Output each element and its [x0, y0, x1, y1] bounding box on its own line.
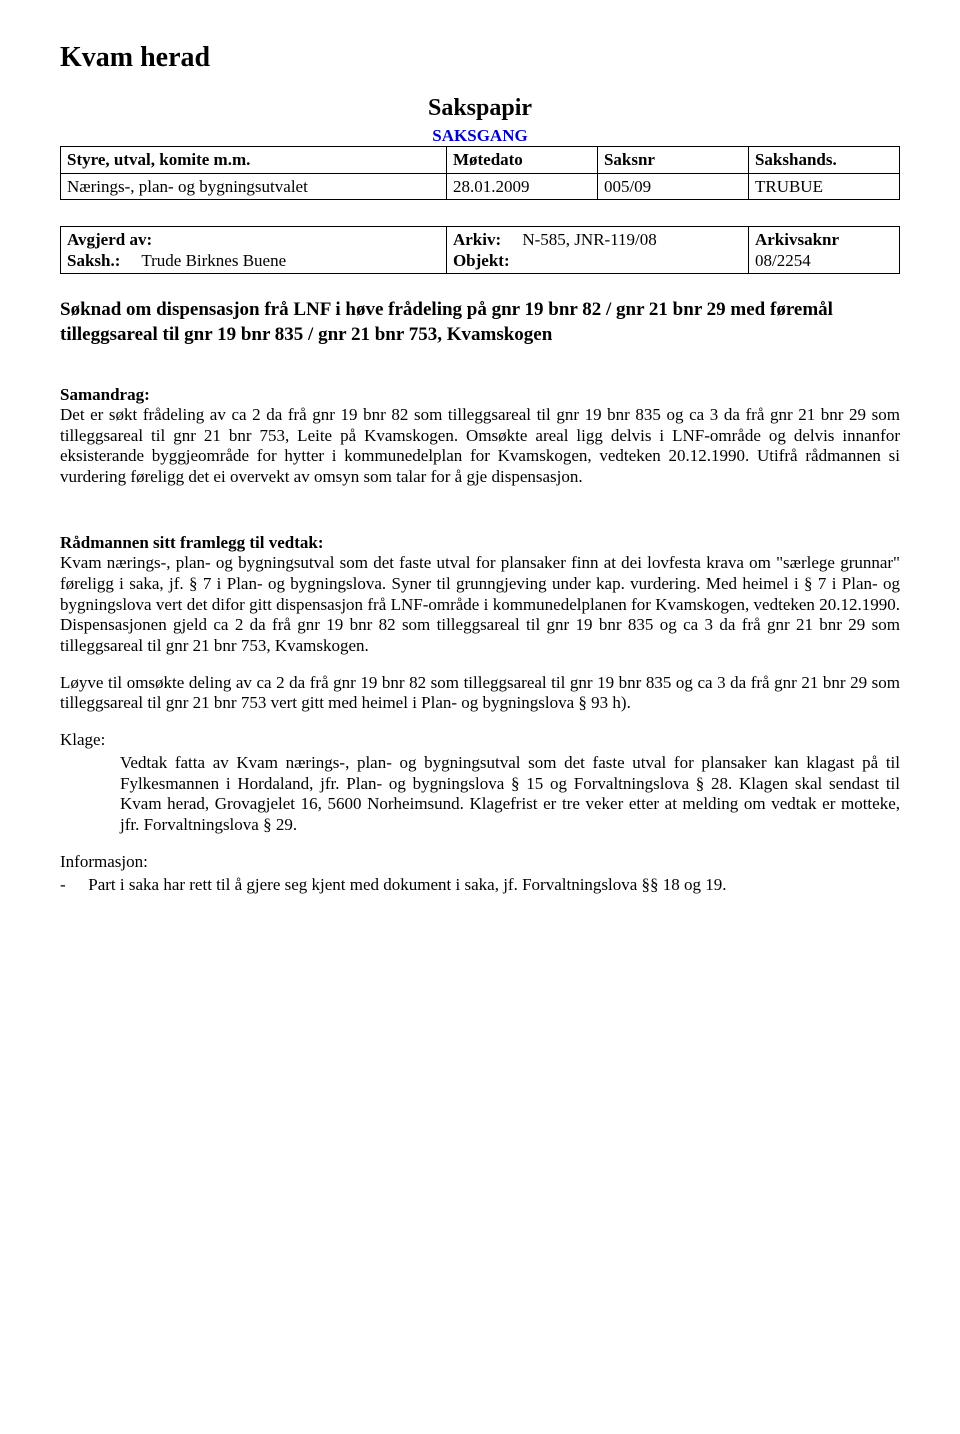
page-title-main: Kvam herad	[60, 40, 900, 75]
informasjon-heading: Informasjon:	[60, 852, 900, 873]
saksh-value: Trude Birknes Buene	[141, 251, 286, 270]
arkiv-label: Arkiv:	[453, 230, 501, 249]
saksgang-table: Styre, utval, komite m.m. Møtedato Saksn…	[60, 146, 900, 200]
col-styre: Styre, utval, komite m.m.	[61, 147, 447, 173]
loyve-paragraph: Løyve til omsøkte deling av ca 2 da frå …	[60, 673, 900, 714]
arkivsaknr-value: 08/2254	[755, 250, 893, 271]
case-title: Søknad om dispensasjon frå LNF i høve fr…	[60, 298, 900, 347]
cell-hands: TRUBUE	[748, 173, 899, 199]
cell-styre: Nærings-, plan- og bygningsutvalet	[61, 173, 447, 199]
page-title-sub: Sakspapir	[60, 93, 900, 123]
table-header-row: Styre, utval, komite m.m. Møtedato Saksn…	[61, 147, 900, 173]
framlegg-text: Kvam nærings-, plan- og bygningsutval so…	[60, 553, 900, 657]
klage-text: Vedtak fatta av Kvam nærings-, plan- og …	[120, 753, 900, 836]
avgjerd-row: Avgjerd av: Saksh.: Trude Birknes Buene …	[61, 226, 900, 274]
klage-heading: Klage:	[60, 730, 900, 751]
avgjerd-right-cell: Arkivsaknr 08/2254	[748, 226, 899, 274]
avgjerd-left-cell: Avgjerd av: Saksh.: Trude Birknes Buene	[61, 226, 447, 274]
framlegg-heading: Rådmannen sitt framlegg til vedtak:	[60, 532, 900, 553]
avgjerd-mid-cell: Arkiv: N-585, JNR-119/08 Objekt:	[446, 226, 748, 274]
objekt-label: Objekt:	[453, 251, 510, 270]
list-dash: -	[60, 875, 84, 896]
arkiv-value: N-585, JNR-119/08	[522, 230, 656, 249]
table-row: Nærings-, plan- og bygningsutvalet 28.01…	[61, 173, 900, 199]
informasjon-text: Part i saka har rett til å gjere seg kje…	[88, 875, 726, 894]
informasjon-item: - Part i saka har rett til å gjere seg k…	[60, 875, 900, 896]
saksh-label: Saksh.:	[67, 251, 120, 270]
saksgang-label: SAKSGANG	[60, 125, 900, 146]
avgjerd-table: Avgjerd av: Saksh.: Trude Birknes Buene …	[60, 226, 900, 275]
col-sakshands: Sakshands.	[748, 147, 899, 173]
col-motedato: Møtedato	[446, 147, 597, 173]
avgjerd-label: Avgjerd av:	[67, 230, 152, 249]
cell-dato: 28.01.2009	[446, 173, 597, 199]
samandrag-text: Det er søkt frådeling av ca 2 da frå gnr…	[60, 405, 900, 488]
cell-saksnr: 005/09	[597, 173, 748, 199]
col-saksnr: Saksnr	[597, 147, 748, 173]
arkivsaknr-label: Arkivsaknr	[755, 229, 893, 250]
samandrag-heading: Samandrag:	[60, 384, 900, 405]
